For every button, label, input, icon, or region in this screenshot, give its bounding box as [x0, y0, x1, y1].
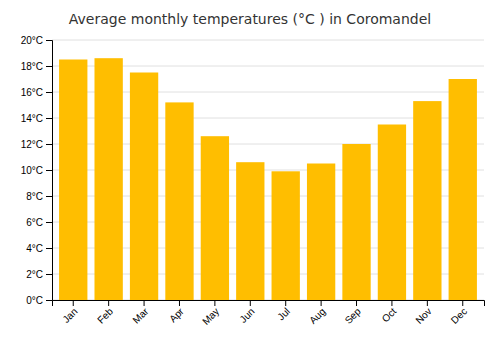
x-tick-line	[144, 300, 145, 306]
x-tick: May	[200, 300, 221, 327]
x-tick: Nov	[413, 300, 433, 326]
x-tick-label: Nov	[413, 306, 433, 326]
x-tick: Aug	[307, 300, 327, 326]
y-tick-line	[46, 66, 52, 67]
y-tick-line	[46, 196, 52, 197]
bar	[236, 162, 264, 300]
x-tick-line	[391, 300, 392, 306]
bar	[201, 136, 229, 300]
x-tick: Jan	[60, 300, 79, 325]
y-tick-label: 2°C	[26, 269, 43, 280]
x-tick-label: Jun	[237, 306, 256, 325]
x-tick-line	[108, 300, 109, 306]
y-tick: 4°C	[26, 243, 52, 254]
grid-line	[52, 40, 484, 41]
grid	[52, 40, 484, 300]
x-tick-line	[73, 300, 74, 306]
y-tick-label: 6°C	[26, 217, 43, 228]
y-tick-label: 10°C	[21, 165, 43, 176]
x-tick: Mar	[130, 300, 150, 326]
y-tick-line	[46, 170, 52, 171]
x-tick-line	[285, 300, 286, 306]
y-tick: 0°C	[26, 295, 52, 306]
y-tick: 20°C	[21, 35, 52, 46]
y-tick-label: 4°C	[26, 243, 43, 254]
y-tick-line	[46, 248, 52, 249]
y-tick: 16°C	[21, 87, 52, 98]
x-tick-label: Oct	[380, 306, 399, 325]
y-tick: 6°C	[26, 217, 52, 228]
y-tick: 8°C	[26, 191, 52, 202]
bar	[307, 164, 335, 301]
x-tick-line	[321, 300, 322, 306]
x-tick-label: Feb	[95, 305, 115, 325]
y-tick-line	[46, 92, 52, 93]
y-tick-line	[46, 144, 52, 145]
bar	[165, 102, 193, 300]
x-axis: Jan Feb Mar Apr May Jun Jul Aug Sep Oct Nov Dec	[53, 300, 485, 327]
y-tick-line	[46, 118, 52, 119]
y-tick-label: 20°C	[21, 35, 43, 46]
x-tick: Apr	[167, 300, 186, 324]
x-tick-line	[250, 300, 251, 306]
y-tick-line	[46, 300, 52, 301]
bar	[378, 125, 406, 301]
x-tick-line	[427, 300, 428, 306]
x-tick: Jun	[237, 300, 256, 325]
y-tick: 18°C	[21, 61, 52, 72]
x-tick: Jul	[275, 300, 292, 322]
bar	[449, 79, 477, 300]
y-tick-label: 8°C	[26, 191, 43, 202]
y-tick-label: 12°C	[21, 139, 43, 150]
y-tick: 14°C	[21, 113, 52, 124]
y-tick-label: 18°C	[21, 61, 43, 72]
y-tick: 10°C	[21, 165, 52, 176]
bar	[130, 73, 158, 301]
x-tick-label: Mar	[130, 305, 150, 325]
x-tick-label: Jul	[275, 306, 292, 323]
bar	[94, 58, 122, 300]
x-tick-label: May	[200, 306, 221, 327]
x-tick: Oct	[380, 300, 399, 324]
bar	[272, 171, 300, 300]
x-tick: Dec	[449, 300, 469, 326]
x-tick-label: Jan	[60, 306, 79, 325]
x-tick-label: Dec	[449, 306, 469, 326]
bar	[413, 101, 441, 300]
y-axis-line	[46, 41, 53, 301]
y-tick: 2°C	[26, 269, 52, 280]
x-tick-line	[356, 300, 357, 306]
bar	[342, 144, 370, 300]
x-tick-label: Apr	[167, 305, 186, 324]
y-tick-line	[46, 274, 52, 275]
y-tick-label: 0°C	[26, 295, 43, 306]
x-tick: Feb	[95, 300, 115, 326]
x-axis-line	[53, 301, 485, 307]
x-tick-line	[214, 300, 215, 306]
y-tick-line	[46, 222, 52, 223]
bar	[59, 60, 87, 301]
title: Average monthly temperatures (°C ) in Co…	[69, 11, 431, 27]
x-tick-line	[462, 300, 463, 306]
x-tick-label: Sep	[343, 305, 364, 326]
x-tick-label: Aug	[307, 306, 327, 326]
chart: 0°C 2°C 4°C 6°C 8°C 10°C 12°C 14°C 16°C 18°C 20°C J…	[0, 0, 500, 350]
y-tick-line	[46, 40, 52, 41]
x-tick: Sep	[343, 300, 364, 326]
plot: 0°C 2°C 4°C 6°C 8°C 10°C 12°C 14°C 16°C 18°C 20°C J…	[21, 35, 485, 327]
y-tick: 12°C	[21, 139, 52, 150]
y-axis: 0°C 2°C 4°C 6°C 8°C 10°C 12°C 14°C 16°C 18°C 20°C	[21, 35, 53, 306]
bars	[59, 58, 477, 300]
x-tick-line	[179, 300, 180, 306]
y-tick-label: 14°C	[21, 113, 43, 124]
y-tick-label: 16°C	[21, 87, 43, 98]
